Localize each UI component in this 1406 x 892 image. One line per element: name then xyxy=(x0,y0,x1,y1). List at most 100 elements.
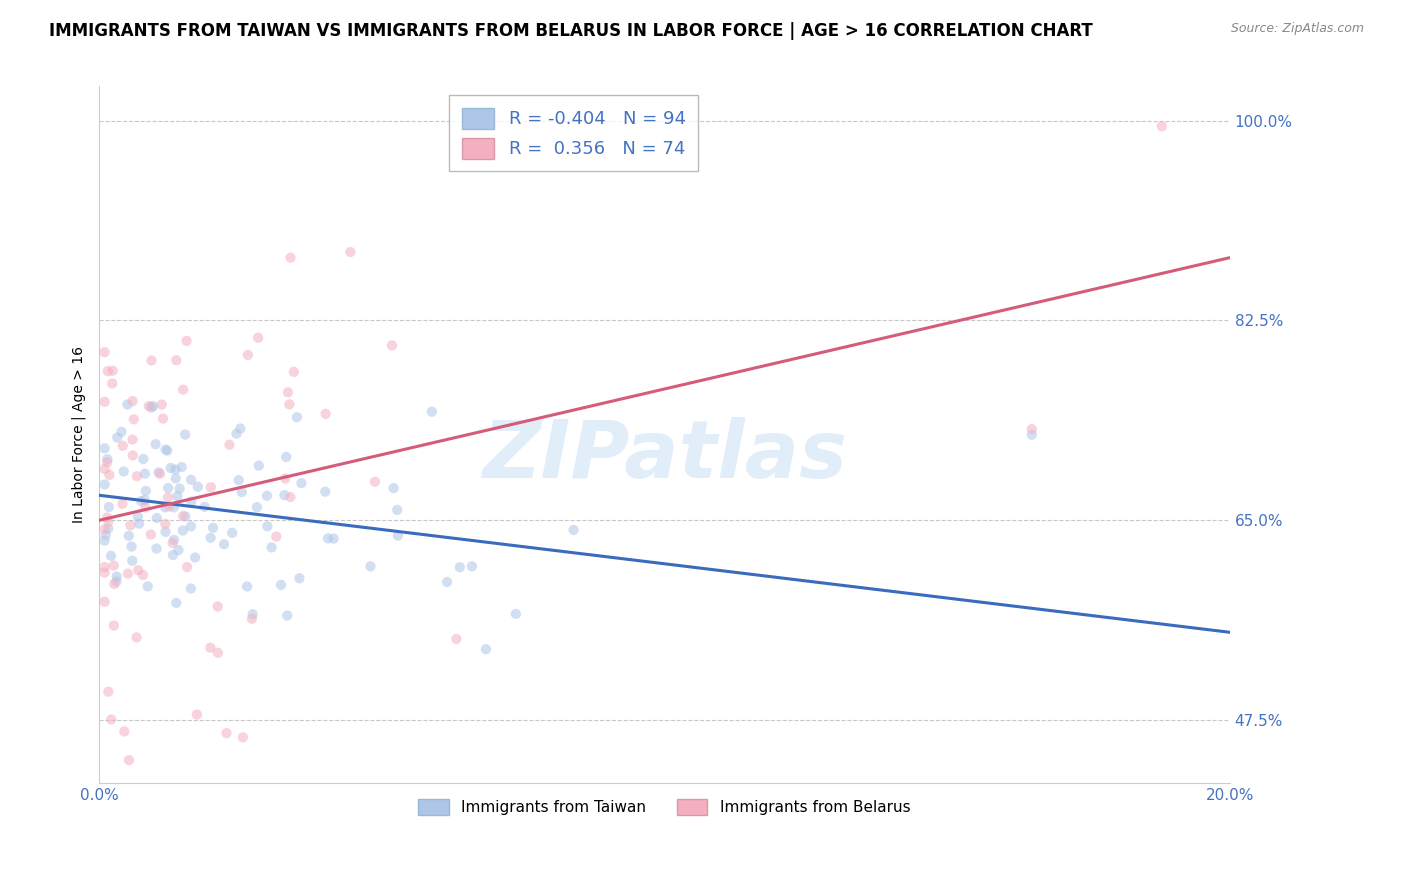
Point xyxy=(174,427,197,442)
Point xyxy=(156,443,179,458)
Point xyxy=(165,353,187,368)
Point xyxy=(97,364,120,378)
Point xyxy=(212,537,235,551)
Point xyxy=(1021,427,1043,442)
Point xyxy=(105,574,128,589)
Point xyxy=(138,399,160,413)
Point xyxy=(148,466,170,480)
Point xyxy=(172,524,194,538)
Y-axis label: In Labor Force | Age > 16: In Labor Force | Age > 16 xyxy=(72,346,86,524)
Point xyxy=(118,753,141,767)
Point xyxy=(240,612,263,626)
Point xyxy=(475,642,498,657)
Point xyxy=(280,251,302,265)
Point xyxy=(436,574,458,589)
Point xyxy=(270,578,292,592)
Point xyxy=(221,525,243,540)
Point xyxy=(180,582,202,596)
Point xyxy=(322,532,344,546)
Point xyxy=(152,411,174,425)
Point xyxy=(118,529,141,543)
Point xyxy=(174,509,197,524)
Point xyxy=(446,632,468,646)
Point xyxy=(93,595,115,609)
Point xyxy=(96,455,118,469)
Point xyxy=(157,491,180,505)
Point xyxy=(122,412,145,426)
Point xyxy=(184,550,207,565)
Point xyxy=(117,566,139,581)
Point xyxy=(228,473,250,487)
Point xyxy=(172,508,194,523)
Point xyxy=(207,599,229,614)
Point xyxy=(165,596,187,610)
Point xyxy=(285,410,308,425)
Point xyxy=(172,383,194,397)
Point xyxy=(170,460,193,475)
Point xyxy=(139,527,162,541)
Point xyxy=(280,490,302,504)
Point xyxy=(256,519,278,533)
Point xyxy=(93,462,115,476)
Point xyxy=(276,608,298,623)
Point xyxy=(150,398,173,412)
Point xyxy=(562,523,585,537)
Point xyxy=(165,471,187,485)
Point xyxy=(103,577,125,591)
Point xyxy=(97,500,120,514)
Point xyxy=(163,533,186,547)
Point xyxy=(316,532,339,546)
Point xyxy=(97,522,120,536)
Point xyxy=(315,407,337,421)
Point xyxy=(180,519,202,533)
Point xyxy=(101,364,124,378)
Point xyxy=(187,480,209,494)
Point xyxy=(169,482,191,496)
Point xyxy=(186,707,208,722)
Point xyxy=(112,465,135,479)
Point xyxy=(93,477,115,491)
Point xyxy=(242,607,264,622)
Point xyxy=(93,442,115,456)
Point xyxy=(141,353,163,368)
Point xyxy=(339,245,361,260)
Point xyxy=(180,473,202,487)
Point xyxy=(93,566,115,580)
Point xyxy=(155,442,177,457)
Point xyxy=(93,533,115,548)
Text: IMMIGRANTS FROM TAIWAN VS IMMIGRANTS FROM BELARUS IN LABOR FORCE | AGE > 16 CORR: IMMIGRANTS FROM TAIWAN VS IMMIGRANTS FRO… xyxy=(49,22,1092,40)
Point xyxy=(155,524,177,539)
Point xyxy=(382,481,405,495)
Legend: Immigrants from Taiwan, Immigrants from Belarus: Immigrants from Taiwan, Immigrants from … xyxy=(409,789,920,824)
Point xyxy=(120,518,142,533)
Point xyxy=(157,500,180,514)
Point xyxy=(176,560,198,574)
Point xyxy=(93,394,115,409)
Point xyxy=(155,516,177,531)
Point xyxy=(136,579,159,593)
Point xyxy=(134,493,156,508)
Point xyxy=(149,467,172,481)
Point xyxy=(111,439,134,453)
Point xyxy=(236,579,259,593)
Point xyxy=(218,438,240,452)
Point xyxy=(166,489,188,503)
Point xyxy=(103,558,125,573)
Point xyxy=(117,397,139,411)
Point xyxy=(163,500,186,515)
Point xyxy=(449,560,471,574)
Point xyxy=(110,425,132,439)
Point xyxy=(162,536,184,550)
Point xyxy=(100,549,122,563)
Point xyxy=(157,481,180,495)
Point xyxy=(232,731,254,745)
Point xyxy=(256,489,278,503)
Point xyxy=(274,471,297,485)
Point xyxy=(121,394,143,409)
Point xyxy=(277,385,299,400)
Point xyxy=(105,431,128,445)
Point xyxy=(111,497,134,511)
Point xyxy=(127,509,149,524)
Point xyxy=(165,462,187,476)
Point xyxy=(314,484,336,499)
